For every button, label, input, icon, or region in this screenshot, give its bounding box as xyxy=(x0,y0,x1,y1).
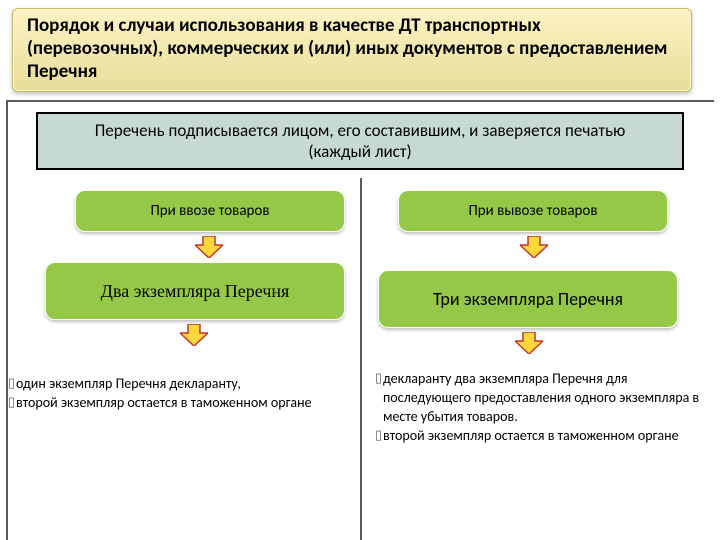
right-body-label: Три экземпляра Перечня xyxy=(433,288,623,310)
right-head-label: При вывозе товаров xyxy=(468,202,597,220)
right-head-card: При вывозе товаров xyxy=(398,190,668,232)
left-head-card: При ввозе товаров xyxy=(75,190,345,232)
subtitle-box: Перечень подписывается лицом, его состав… xyxy=(36,112,684,170)
frame-left xyxy=(6,100,8,540)
down-arrow-icon xyxy=(515,332,543,354)
left-body-label: Два экземпляра Перечня xyxy=(101,281,290,302)
down-arrow-icon xyxy=(180,324,208,346)
left-bullet-0: один экземпляр Перечня декларанту, xyxy=(16,375,241,394)
bullet-icon: ▯ xyxy=(375,370,383,388)
bullet-icon: ▯ xyxy=(375,427,383,445)
bullet-icon: ▯ xyxy=(8,394,16,412)
right-bullets: ▯декларанту два экземпляра Перечня для п… xyxy=(375,370,700,446)
left-bullets: ▯один экземпляр Перечня декларанту, ▯ вт… xyxy=(8,375,333,413)
left-body-card: Два экземпляра Перечня xyxy=(45,262,345,320)
down-arrow-icon xyxy=(195,236,223,258)
bullet-icon: ▯ xyxy=(8,375,16,393)
right-bullet-0: декларанту два экземпляра Перечня для по… xyxy=(383,370,700,427)
right-body-card: Три экземпляра Перечня xyxy=(378,270,678,328)
frame-mid xyxy=(360,178,362,540)
frame-top xyxy=(6,100,714,102)
down-arrow-icon xyxy=(520,236,548,258)
page-title: Порядок и случаи использования в качеств… xyxy=(12,8,692,92)
left-bullet-1: второй экземпляр остается в таможенном о… xyxy=(16,394,312,413)
left-head-label: При ввозе товаров xyxy=(150,202,269,220)
subtitle-text: Перечень подписывается лицом, его состав… xyxy=(66,120,654,163)
right-bullet-1: второй экземпляр остается в таможенном о… xyxy=(383,427,679,446)
